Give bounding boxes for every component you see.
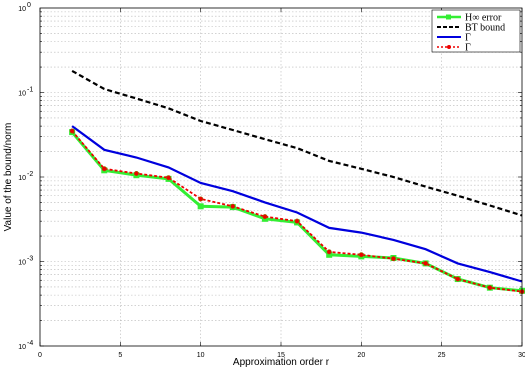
series-point [230, 203, 236, 209]
x-tick-label: 5 [118, 352, 122, 359]
x-tick-label: 20 [357, 352, 365, 359]
y-axis-label: Value of the bound/norm [3, 123, 14, 232]
x-axis-label: Approximation order r [233, 357, 330, 368]
series-point [294, 218, 300, 224]
x-tick-label: 30 [518, 352, 525, 359]
series-point [326, 249, 332, 255]
x-tick-label: 15 [277, 352, 285, 359]
y-tick-label: 10 [18, 260, 26, 267]
series-point [262, 214, 268, 220]
x-tick-label: 0 [38, 352, 42, 359]
y-tick-exponent: 0 [27, 2, 31, 9]
legend-label: Γ [465, 43, 471, 54]
series-point [423, 260, 429, 266]
series-point [487, 285, 493, 291]
series-point [101, 166, 107, 172]
legend-label: BT bound [465, 23, 505, 34]
legend-marker [446, 14, 451, 20]
series-point [326, 251, 333, 258]
series-point [198, 196, 204, 202]
series-point [197, 203, 204, 210]
y-tick-exponent: -4 [27, 340, 33, 347]
series-point [69, 128, 75, 134]
y-tick-exponent: -1 [27, 87, 33, 94]
y-tick-exponent: -2 [27, 171, 33, 178]
series-point [455, 276, 461, 282]
grid [40, 8, 522, 346]
legend-label: Γ [465, 33, 471, 44]
series-point [166, 175, 172, 181]
series-point [133, 171, 139, 177]
x-tick-label: 25 [438, 352, 446, 359]
y-tick-label: 10 [18, 175, 26, 182]
series-point [390, 256, 396, 262]
series-line [71, 125, 523, 283]
legend-marker [447, 45, 451, 49]
series-point [358, 252, 364, 258]
legend-label: H∞ error [465, 13, 502, 24]
y-tick-label: 10 [18, 91, 26, 98]
y-tick-exponent: -3 [27, 256, 33, 263]
y-tick-label: 10 [18, 6, 26, 13]
y-tick-label: 10 [18, 344, 26, 351]
series-line [71, 69, 523, 217]
x-tick-label: 10 [197, 352, 205, 359]
